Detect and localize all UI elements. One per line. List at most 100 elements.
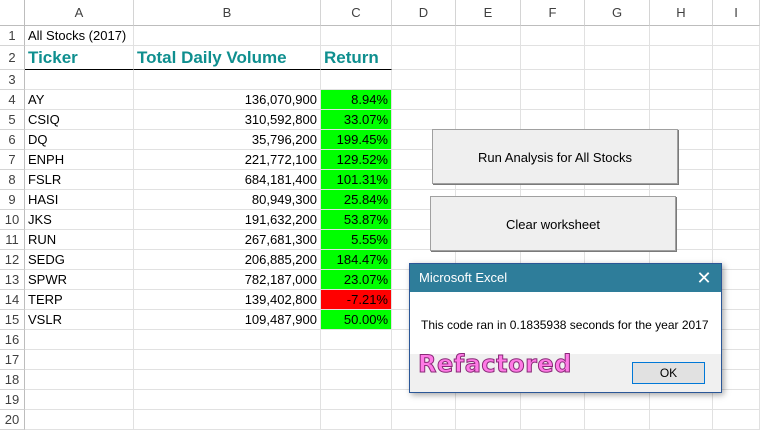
cell-h8[interactable] [650,170,713,190]
return-cell[interactable]: 129.52% [321,150,392,170]
cell-d3[interactable] [392,70,456,90]
header-ticker[interactable]: Ticker [25,46,134,70]
cell-c1[interactable] [321,26,392,46]
cell-h11[interactable] [650,230,713,250]
row-header-16[interactable]: 16 [0,330,25,350]
cell-h1[interactable] [650,26,713,46]
cell-f5[interactable] [521,110,585,130]
cell-d5[interactable] [392,110,456,130]
cell-a17[interactable] [25,350,134,370]
cell-i8[interactable] [713,170,760,190]
cell-h9[interactable] [650,190,713,210]
column-header-e[interactable]: E [456,0,521,26]
cell-b16[interactable] [134,330,321,350]
cell-i20[interactable] [713,410,760,430]
cell-i1[interactable] [713,26,760,46]
volume-cell[interactable]: 139,402,800 [134,290,321,310]
ticker-cell[interactable]: DQ [25,130,134,150]
cell-a3[interactable] [25,70,134,90]
cell-i10[interactable] [713,210,760,230]
ok-button[interactable]: OK [632,362,705,384]
row-header-9[interactable]: 9 [0,190,25,210]
clear-worksheet-button[interactable]: Clear worksheet [430,196,676,251]
row-header-8[interactable]: 8 [0,170,25,190]
row-header-1[interactable]: 1 [0,26,25,46]
ticker-cell[interactable]: AY [25,90,134,110]
cell-h20[interactable] [650,410,713,430]
return-cell[interactable]: -7.21% [321,290,392,310]
column-header-b[interactable]: B [134,0,321,26]
return-cell[interactable]: 101.31% [321,170,392,190]
volume-cell[interactable]: 35,796,200 [134,130,321,150]
row-header-5[interactable]: 5 [0,110,25,130]
return-cell[interactable]: 33.07% [321,110,392,130]
volume-cell[interactable]: 206,885,200 [134,250,321,270]
return-cell[interactable]: 5.55% [321,230,392,250]
cell-h6[interactable] [650,130,713,150]
cell-f3[interactable] [521,70,585,90]
cell-e2[interactable] [456,46,521,70]
cell-g4[interactable] [585,90,650,110]
cell-i3[interactable] [713,70,760,90]
volume-cell[interactable]: 310,592,800 [134,110,321,130]
row-header-18[interactable]: 18 [0,370,25,390]
cell-d2[interactable] [392,46,456,70]
cell-g19[interactable] [585,390,650,410]
cell-f20[interactable] [521,410,585,430]
cell-b18[interactable] [134,370,321,390]
cell-d19[interactable] [392,390,456,410]
volume-cell[interactable]: 267,681,300 [134,230,321,250]
row-header-6[interactable]: 6 [0,130,25,150]
cell-g5[interactable] [585,110,650,130]
ticker-cell[interactable]: JKS [25,210,134,230]
cell-f1[interactable] [521,26,585,46]
row-header-15[interactable]: 15 [0,310,25,330]
cell-e5[interactable] [456,110,521,130]
cell-c19[interactable] [321,390,392,410]
row-header-20[interactable]: 20 [0,410,25,430]
cell-a16[interactable] [25,330,134,350]
close-icon[interactable]: ✕ [696,268,712,288]
ticker-cell[interactable]: SPWR [25,270,134,290]
ticker-cell[interactable]: ENPH [25,150,134,170]
cell-h4[interactable] [650,90,713,110]
column-header-f[interactable]: F [521,0,585,26]
cell-a18[interactable] [25,370,134,390]
cell-e3[interactable] [456,70,521,90]
cell-h5[interactable] [650,110,713,130]
row-header-4[interactable]: 4 [0,90,25,110]
ticker-cell[interactable]: CSIQ [25,110,134,130]
cell-f4[interactable] [521,90,585,110]
ticker-cell[interactable]: VSLR [25,310,134,330]
cell-c3[interactable] [321,70,392,90]
cell-d4[interactable] [392,90,456,110]
volume-cell[interactable]: 782,187,000 [134,270,321,290]
volume-cell[interactable]: 221,772,100 [134,150,321,170]
cell-e1[interactable] [456,26,521,46]
return-cell[interactable]: 199.45% [321,130,392,150]
cell-b20[interactable] [134,410,321,430]
cell-g1[interactable] [585,26,650,46]
ticker-cell[interactable]: SEDG [25,250,134,270]
row-header-12[interactable]: 12 [0,250,25,270]
cell-h3[interactable] [650,70,713,90]
return-cell[interactable]: 53.87% [321,210,392,230]
cell-e4[interactable] [456,90,521,110]
ticker-cell[interactable]: HASI [25,190,134,210]
cell-i11[interactable] [713,230,760,250]
run-analysis-button[interactable]: Run Analysis for All Stocks [432,129,678,184]
column-header-a[interactable]: A [25,0,134,26]
cell-g3[interactable] [585,70,650,90]
header-volume[interactable]: Total Daily Volume [134,46,321,70]
select-all-corner[interactable] [0,0,25,26]
cell-h10[interactable] [650,210,713,230]
return-cell[interactable]: 25.84% [321,190,392,210]
return-cell[interactable]: 8.94% [321,90,392,110]
cell-b3[interactable] [134,70,321,90]
row-header-2[interactable]: 2 [0,46,25,70]
cell-i6[interactable] [713,130,760,150]
cell-d1[interactable] [392,26,456,46]
volume-cell[interactable]: 136,070,900 [134,90,321,110]
cell-a20[interactable] [25,410,134,430]
row-header-3[interactable]: 3 [0,70,25,90]
